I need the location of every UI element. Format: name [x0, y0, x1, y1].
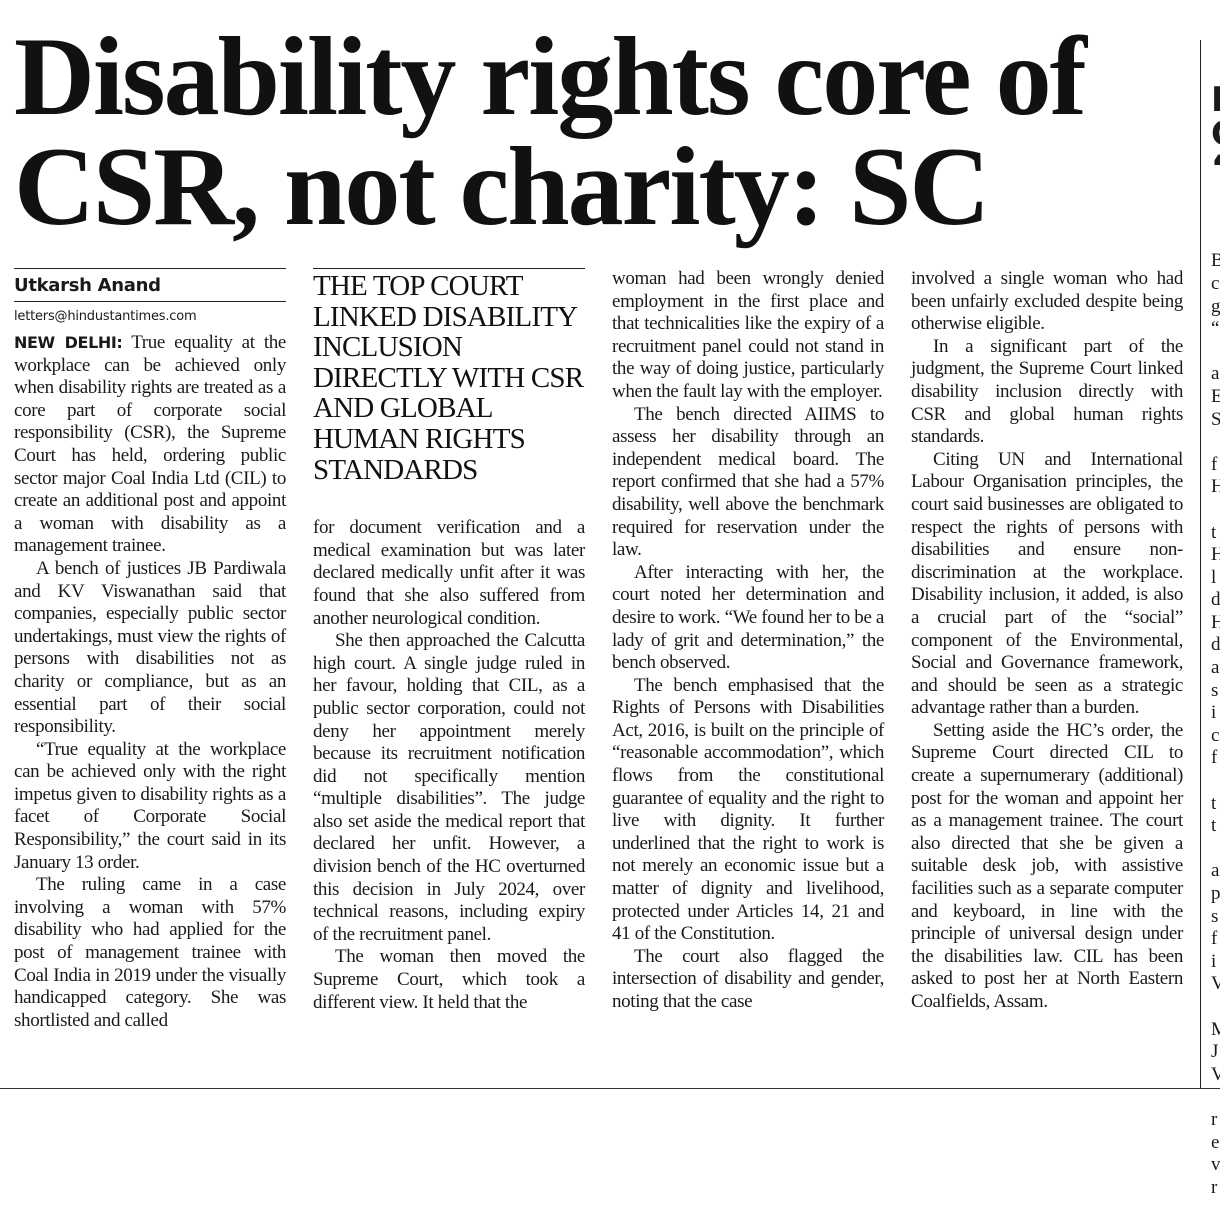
paragraph: “True equality at the workplace can be a… [14, 738, 286, 873]
paragraph: In a significant part of the judgment, t… [911, 335, 1183, 448]
cropped-adjacent-article: H C ‘ B c g “ a E S f H t H l d H d a s … [1211, 38, 1220, 1222]
paragraph: The woman then moved the Supreme Court, … [313, 946, 585, 1013]
paragraph: Citing UN and International Labour Organ… [911, 448, 1183, 719]
article-column-2: The top court linked disability inclusio… [313, 268, 585, 1014]
pull-quote: The top court linked disability inclusio… [313, 268, 585, 486]
bottom-rule [0, 1088, 1220, 1089]
dateline: NEW DELHI: [14, 333, 123, 352]
paragraph: A bench of justices JB Pardiwala and KV … [14, 557, 286, 738]
headline: Disability rights core of CSR, not chari… [14, 15, 1087, 249]
paragraph: woman had been wrongly denied employment… [612, 268, 884, 402]
paragraph: The court also flagged the intersection … [612, 945, 884, 1012]
paragraph-text: True equality at the workplace can be ac… [14, 332, 286, 557]
byline-email: letters@hindustantimes.com [14, 309, 197, 324]
paragraph: The bench directed AIIMS to assess her d… [612, 403, 884, 561]
article: Disability rights core of CSR, not chari… [14, 15, 1194, 1032]
paragraph: The ruling came in a case involving a wo… [14, 874, 286, 1031]
cropped-heading: H C ‘ [1211, 83, 1220, 185]
paragraph: involved a single woman who had been unf… [911, 268, 1183, 335]
paragraph: NEW DELHI: True equality at the workplac… [14, 332, 286, 558]
paragraph: Setting aside the HC’s order, the Suprem… [911, 719, 1183, 1012]
paragraph: She then approached the Calcutta high co… [313, 630, 585, 945]
paragraph: After interacting with her, the court no… [612, 561, 885, 674]
cropped-text: B c g “ a E S f H t H l d H d a s i c f … [1211, 250, 1220, 1198]
article-columns: Utkarsh Anand letters@hindustantimes.com… [14, 268, 1194, 1032]
article-column-3: woman had been wrongly denied employment… [612, 268, 884, 1014]
paragraph: for document verification and a medical … [313, 517, 585, 629]
byline-author: Utkarsh Anand [14, 268, 286, 302]
column-divider [1200, 40, 1201, 1088]
article-column-1: Utkarsh Anand letters@hindustantimes.com… [14, 268, 286, 1032]
article-column-4: involved a single woman who had been unf… [911, 268, 1183, 1014]
paragraph: The bench emphasised that the Rights of … [612, 674, 884, 945]
